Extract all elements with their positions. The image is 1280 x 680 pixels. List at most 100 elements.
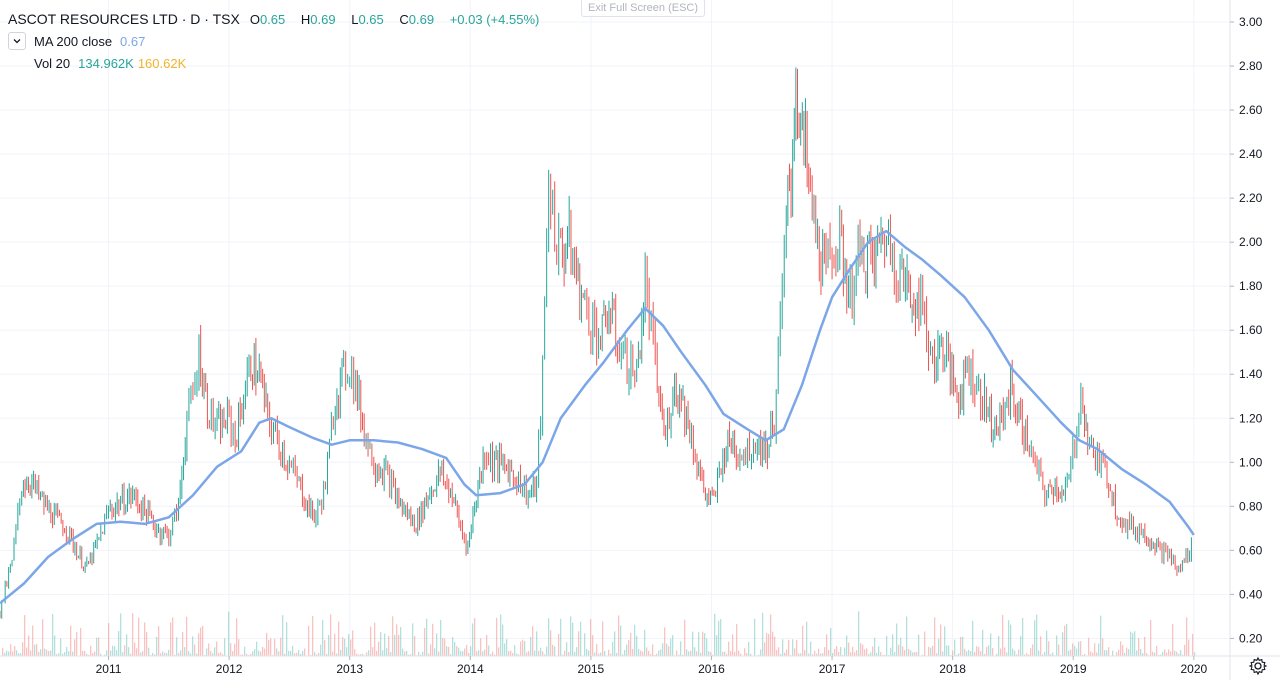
volume-bar — [874, 637, 876, 656]
volume-bar — [846, 635, 848, 656]
volume-bar — [784, 652, 786, 656]
volume-bar — [1144, 636, 1146, 656]
volume-bar — [774, 636, 776, 656]
volume-bar — [16, 650, 18, 656]
ma-indicator-name[interactable]: MA 200 close — [34, 33, 113, 49]
volume-bar — [346, 647, 348, 656]
volume-bar — [104, 654, 106, 656]
volume-bar — [510, 650, 512, 656]
volume-bar — [114, 646, 116, 656]
volume-bar — [28, 635, 30, 656]
volume-bar — [156, 636, 158, 656]
volume-bar — [832, 653, 834, 656]
volume-bar — [88, 654, 90, 656]
volume-bar — [1088, 637, 1090, 656]
volume-bar — [368, 650, 370, 656]
volume-bar — [852, 646, 854, 656]
volume-bar — [794, 648, 796, 656]
volume-bar — [460, 650, 462, 656]
volume-bar — [554, 646, 556, 656]
volume-bar — [236, 618, 238, 656]
volume-bar — [610, 653, 612, 656]
volume-bar — [342, 637, 344, 656]
volume-bar — [912, 652, 914, 656]
volume-bar — [1036, 614, 1038, 656]
volume-bar — [108, 623, 110, 656]
volume-bar — [240, 654, 242, 656]
collapse-legend-button[interactable] — [8, 32, 26, 50]
volume-bar — [580, 621, 582, 656]
volume-bar — [12, 651, 14, 656]
volume-bar — [426, 618, 428, 656]
volume-bar — [992, 647, 994, 656]
volume-bar — [262, 646, 264, 656]
settings-gear-icon[interactable] — [1248, 656, 1268, 676]
volume-bar — [532, 626, 534, 656]
volume-bar — [690, 650, 692, 656]
volume-bar — [178, 653, 180, 656]
volume-bar — [662, 643, 664, 656]
volume-bar — [704, 633, 706, 656]
volume-bar — [338, 621, 340, 656]
volume-bar — [778, 647, 780, 656]
volume-bar — [66, 646, 68, 656]
volume-bar — [706, 638, 708, 656]
volume-bar — [122, 652, 124, 656]
volume-bar — [552, 644, 554, 656]
price-axis-label: 0.60 — [1239, 543, 1263, 557]
volume-bar — [730, 651, 732, 656]
volume-bar — [1164, 649, 1166, 656]
volume-bar — [2, 647, 4, 656]
volume-bar — [454, 641, 456, 656]
volume-bar — [618, 615, 620, 656]
volume-bar — [1006, 652, 1008, 656]
volume-bar — [504, 643, 506, 656]
volume-bar — [1022, 618, 1024, 656]
volume-bar — [430, 644, 432, 656]
volume-bar — [1122, 645, 1124, 656]
volume-bar — [184, 647, 186, 656]
volume-bar — [60, 638, 62, 656]
price-axis-label: 1.60 — [1239, 323, 1263, 337]
volume-bar — [448, 646, 450, 656]
vol-indicator-name[interactable]: Vol 20 — [34, 55, 71, 71]
volume-bar — [650, 653, 652, 656]
volume-bar — [1142, 653, 1144, 656]
volume-bar — [490, 654, 492, 656]
volume-bar — [386, 648, 388, 656]
volume-bar — [546, 646, 548, 656]
chart-legend: ASCOT RESOURCES LTD · D · TSX O0.65 H0.6… — [8, 8, 545, 74]
volume-bar — [986, 646, 988, 656]
price-candles — [0, 67, 1192, 619]
volume-bar — [1166, 652, 1168, 656]
exit-fullscreen-button[interactable]: Exit Full Screen (ESC) — [581, 0, 706, 17]
low-value: L0.65 — [351, 11, 384, 27]
volume-bar — [288, 650, 290, 656]
volume-bar — [698, 632, 700, 656]
volume-bar — [280, 637, 282, 656]
volume-bar — [290, 651, 292, 656]
volume-bar — [870, 652, 872, 656]
volume-bar — [116, 650, 118, 656]
volume-bar — [1150, 619, 1152, 656]
volume-bar — [568, 651, 570, 656]
volume-bar — [212, 653, 214, 656]
volume-bar — [1090, 651, 1092, 656]
price-axis-label: 2.40 — [1239, 147, 1263, 161]
volume-bar — [22, 642, 24, 656]
volume-bar — [982, 629, 984, 656]
volume-bar — [602, 621, 604, 656]
volume-bar — [360, 654, 362, 656]
volume-bar — [362, 653, 364, 656]
price-axis-label: 2.00 — [1239, 235, 1263, 249]
volume-bar — [1162, 651, 1164, 656]
volume-bar — [150, 654, 152, 656]
volume-bar — [542, 651, 544, 656]
volume-bar — [576, 647, 578, 656]
volume-bar — [132, 613, 134, 656]
volume-bar — [52, 614, 54, 656]
volume-bar — [788, 639, 790, 656]
volume-bar — [522, 639, 524, 656]
volume-bar — [918, 634, 920, 656]
